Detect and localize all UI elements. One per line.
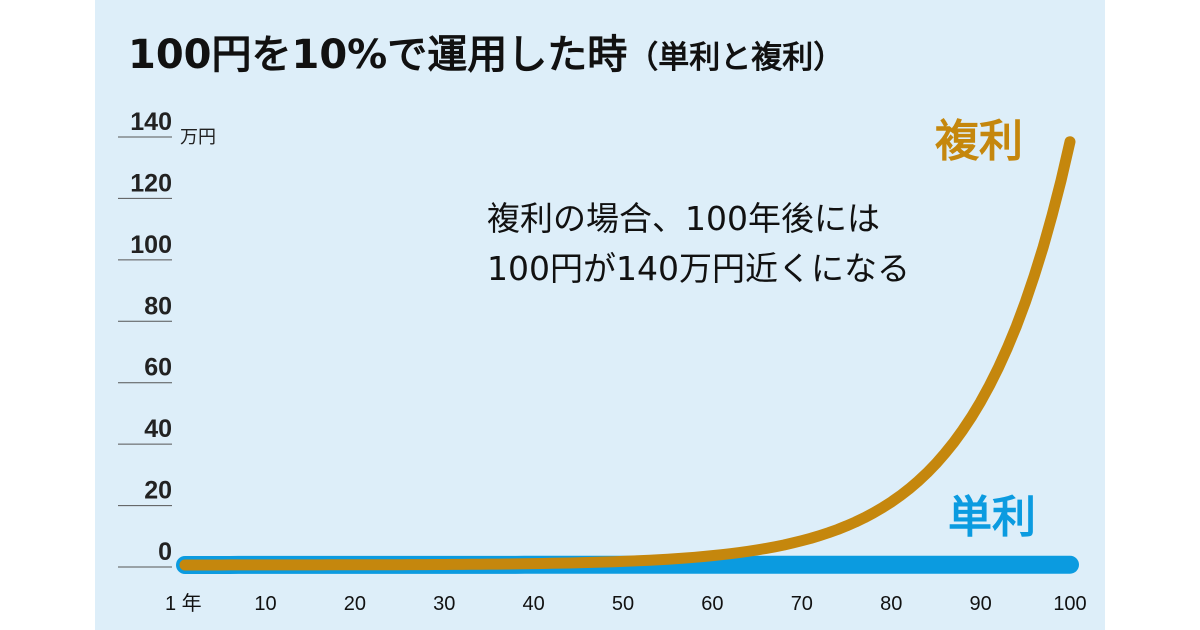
chart-panel <box>95 0 1105 630</box>
y-unit-label: 万円 <box>180 127 216 148</box>
x-tick-label: 20 <box>344 593 366 615</box>
y-tick-label: 60 <box>144 354 172 382</box>
chart-title-main: 100円を10%で運用した時 <box>128 32 628 78</box>
x-tick-label: 30 <box>433 593 455 615</box>
y-tick-label: 120 <box>130 169 172 197</box>
x-tick-label: 60 <box>701 593 723 615</box>
y-tick-label: 20 <box>144 477 172 505</box>
chart-title-paren: （単利と複利） <box>627 40 845 76</box>
annotation-line-1: 複利の場合、100年後には <box>487 199 880 238</box>
y-tick-label: 40 <box>144 415 172 443</box>
y-tick-label: 100 <box>130 231 172 259</box>
y-tick-label: 80 <box>144 292 172 320</box>
series-label-compound: 複利 <box>935 116 1023 167</box>
x-tick-label: 10 <box>254 593 276 615</box>
series-label-simple: 単利 <box>948 492 1036 543</box>
annotation-line-2: 100円が140万円近くになる <box>487 249 910 288</box>
series-line-compound <box>179 136 1076 571</box>
x-axis: 1 年 10 20 30 40 50 60 70 80 90 100 <box>165 592 1087 615</box>
x-tick-label: 80 <box>880 593 902 615</box>
x-tick-label: 40 <box>523 593 545 615</box>
y-tick-label: 0 <box>158 538 172 566</box>
y-tick-label: 140 <box>130 108 172 136</box>
x-tick-label: 1 年 <box>165 592 202 615</box>
y-axis: 0 20 40 60 80 100 120 140 <box>118 108 172 568</box>
chart-title: 100円を10%で運用した時（単利と複利） <box>128 22 844 80</box>
x-tick-label: 100 <box>1053 593 1086 615</box>
series-lines <box>176 136 1079 574</box>
x-tick-label: 90 <box>969 593 991 615</box>
x-tick-label: 70 <box>791 593 813 615</box>
x-tick-label: 50 <box>612 593 634 615</box>
